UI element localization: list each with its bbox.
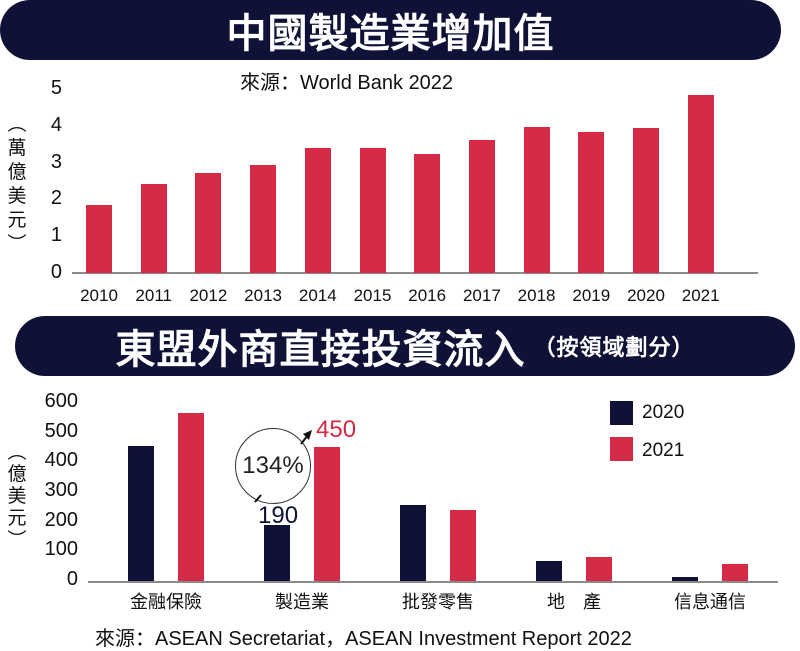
y-axis-label-char: 萬 [7,137,27,159]
chart2-subtitle: （按領域劃分） [533,336,695,361]
y-axis-label-char: 億 [7,161,27,183]
y-axis-label-char: 元 [7,507,27,529]
bar-2021 [450,509,476,581]
bar-2020 [400,505,426,581]
growth-arrow-icon [254,430,312,503]
y-tick-label: 500 [44,419,78,442]
bar-2013 [250,165,277,273]
bar-2014 [304,148,331,273]
bar-2012 [195,172,222,273]
y-tick-label: 4 [50,113,62,136]
bar-2020 [633,127,659,273]
bar-2021 [687,94,714,273]
chart2-title: 東盟外商直接投資流入 [115,327,526,373]
bar-2020 [128,445,154,581]
y-tick-label: 300 [44,478,78,501]
chart2-source: 來源：ASEAN Secretariat，ASEAN Investment Re… [95,628,632,650]
growth-percent-circle: 134% [235,428,311,504]
x-tick-label: 2019 [572,286,611,305]
bar-2018 [523,126,550,273]
y-tick-label: 5 [50,77,62,99]
x-tick-label: 2018 [517,286,556,305]
y-axis-label-char: 元 [7,209,27,231]
y-tick-label: 600 [44,389,78,412]
y-tick-label: 3 [50,150,62,173]
bar-2021 [586,556,612,581]
y-tick-label: 0 [50,261,62,283]
category-label: 信息通信 [674,592,746,612]
x-tick-label: 2020 [627,286,665,305]
x-axis-line [72,272,758,274]
y-tick-label: 0 [66,568,78,590]
y-tick-label: 100 [44,538,78,561]
category-label: 金融保險 [130,592,202,612]
chart2-title-banner: 東盟外商直接投資流入 （按領域劃分） [15,316,795,376]
legend-swatch-2021 [610,437,633,461]
x-tick-label: 2010 [80,286,118,305]
growth-percent: 134% [242,452,304,479]
chart1-source: 來源：World Bank 2022 [240,72,454,94]
y-axis-label-char: ︵ [7,113,27,135]
bar-2016 [414,154,441,273]
x-tick-label: 2021 [681,286,720,305]
x-tick-label: 2017 [462,286,501,305]
y-axis-label-char: 億 [7,463,27,485]
x-tick-label: 2016 [408,286,447,305]
mfg-2021-value: 450 [316,416,357,443]
bar-2017 [468,139,495,273]
mfg-2020-value: 190 [258,502,299,529]
x-axis-line [88,581,778,583]
bar-2020 [672,576,698,581]
bar-2010 [86,204,112,273]
bar-2011 [140,183,167,273]
x-tick-label: 2015 [353,286,392,305]
bar-2021 [722,563,748,581]
bar-2015 [359,148,386,273]
legend-label-2021: 2021 [642,440,685,461]
category-label: 地 產 [547,592,601,612]
bar-2020 [264,524,290,581]
x-tick-label: 2013 [244,286,282,305]
bar-2021 [178,413,204,581]
chart1-title: 中國製造業增加值 [226,11,555,57]
y-tick-label: 1 [50,224,62,247]
y-axis-label-char: 美 [7,485,27,507]
y-tick-label: 2 [50,187,62,210]
category-label: 批發零售 [402,592,474,612]
x-tick-label: 2011 [135,286,172,305]
y-axis-label-char: ︶ [7,233,27,255]
y-tick-label: 400 [44,449,78,472]
y-tick-label: 200 [44,508,78,531]
legend-swatch-2020 [610,401,633,425]
category-label: 製造業 [275,592,329,612]
y-axis-label-char: ︵ [7,441,27,463]
y-axis-label-char: ︶ [7,529,27,551]
legend-label-2020: 2020 [642,402,685,423]
y-axis-label-char: 美 [7,185,27,207]
x-tick-label: 2012 [189,286,228,305]
bar-2019 [578,131,605,273]
x-tick-label: 2014 [298,286,337,305]
chart1-title-banner: 中國製造業增加值 [0,0,781,60]
bar-2021 [314,447,340,581]
bar-2020 [536,561,562,581]
